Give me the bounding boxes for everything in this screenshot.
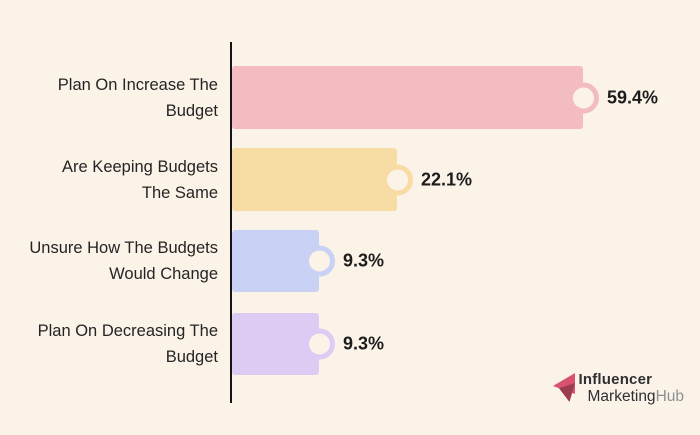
bar-label: Plan On Decreasing The Budget	[0, 318, 218, 370]
bar-end-marker	[568, 82, 599, 113]
bar: 9.3%	[232, 313, 384, 375]
value-label: 22.1%	[421, 169, 473, 189]
value-label: 9.3%	[343, 333, 385, 354]
bar: 59.4%	[232, 66, 658, 129]
chart-row: Plan On Increase The Budget 59.4%	[0, 66, 700, 129]
chart-row: Plan On Decreasing The Budget 9.3%	[0, 313, 700, 375]
logo-arrow-icon	[552, 373, 575, 402]
bar-label-line: Budget	[165, 348, 218, 366]
bar-label-line: Would Change	[109, 265, 218, 283]
bar-label-line: Plan On Increase The	[57, 75, 218, 94]
bar-label: Unsure How The Budgets Would Change	[0, 235, 218, 287]
bar-label-line: Unsure How The Budgets	[29, 239, 218, 257]
logo-word-marketing: Marketing	[587, 388, 656, 405]
bar-label-line: Are Keeping Budgets	[62, 157, 218, 176]
axis-line	[230, 42, 232, 403]
logo-word-hub: Hub	[655, 388, 684, 405]
influencer-marketinghub-logo: Influencer MarketingHub	[552, 371, 685, 405]
chart-row: Unsure How The Budgets Would Change 9.3%	[0, 230, 700, 292]
bar-label: Plan On Increase The Budget	[0, 72, 218, 124]
logo-text: Influencer MarketingHub	[579, 371, 685, 405]
bar-end-marker	[382, 164, 413, 195]
logo-word-influencer: Influencer	[578, 371, 653, 388]
bar-label: Are Keeping Budgets The Same	[0, 154, 218, 206]
bar-end-marker	[304, 245, 335, 277]
bar-end-marker	[304, 328, 335, 360]
value-label: 59.4%	[607, 87, 659, 107]
bar: 22.1%	[232, 148, 472, 211]
value-label: 9.3%	[343, 250, 385, 271]
bar: 9.3%	[232, 230, 384, 292]
chart-row: Are Keeping Budgets The Same 22.1%	[0, 148, 700, 211]
logo-line2: MarketingHub	[588, 388, 685, 405]
bar-label-line: Plan On Decreasing The	[37, 322, 218, 340]
bar-label-line: Budget	[165, 101, 218, 120]
bar-label-line: The Same	[141, 183, 218, 202]
